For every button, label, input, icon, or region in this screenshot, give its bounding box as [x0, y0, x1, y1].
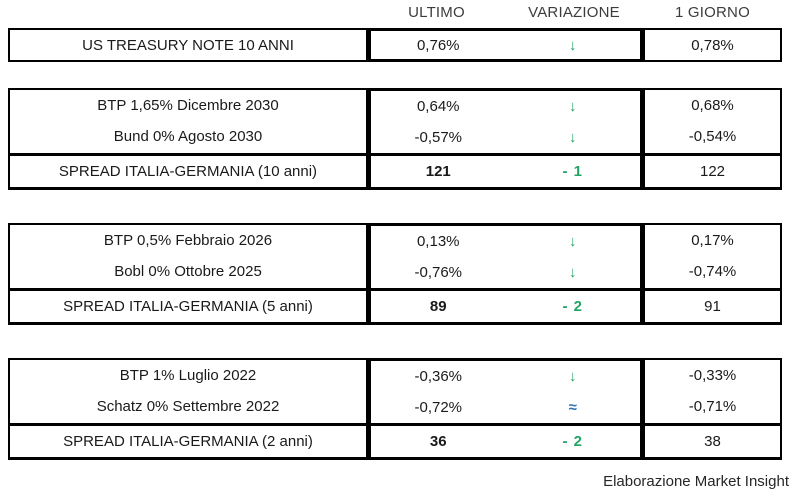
label-box: BTP 1% Luglio 2022 Schatz 0% Settembre 2… — [8, 358, 368, 460]
spread-ultimo-value: 121 — [425, 163, 451, 180]
instrument-label: BTP 0,5% Febbraio 2026 — [103, 232, 273, 250]
instrument-label: Bobl 0% Ottobre 2025 — [114, 263, 262, 281]
spread-giorno-value: 122 — [645, 152, 780, 187]
label-box: BTP 0,5% Febbraio 2026 Bobl 0% Ottobre 2… — [8, 223, 368, 325]
ultimo-value: 0,13% — [416, 233, 460, 250]
table-row: 0,13% ↓ — [371, 226, 640, 257]
instrument-label: BTP 1% Luglio 2022 — [119, 367, 257, 385]
giorno-box: 0,68% -0,54% 122 — [643, 88, 782, 190]
down-arrow-icon: ↓ — [569, 129, 577, 146]
ultimo-value: -0,76% — [414, 264, 463, 281]
spread-variazione-value: - 2 — [562, 433, 583, 450]
column-header-1-giorno: 1 GIORNO — [675, 4, 750, 21]
label-box: US TREASURY NOTE 10 ANNI — [8, 28, 368, 62]
instrument-label: Bund 0% Agosto 2030 — [113, 128, 263, 146]
instrument-label: US TREASURY NOTE 10 ANNI — [82, 36, 294, 54]
giorno-value: 0,17% — [691, 232, 734, 250]
ultimo-value: -0,36% — [414, 368, 463, 385]
column-header-variazione: VARIAZIONE — [528, 4, 620, 21]
giorno-value: 0,68% — [691, 97, 734, 115]
spread-ultimo-value: 89 — [429, 298, 447, 315]
section-10-anni: BTP 1,65% Dicembre 2030 Bund 0% Agosto 2… — [8, 88, 782, 190]
spread-giorno-value: 38 — [645, 422, 780, 457]
table-row: -0,76% ↓ — [371, 257, 640, 288]
spread-label: SPREAD ITALIA-GERMANIA (5 anni) — [10, 287, 366, 322]
section-2-anni: BTP 1% Luglio 2022 Schatz 0% Settembre 2… — [8, 358, 782, 460]
giorno-box: -0,33% -0,71% 38 — [643, 358, 782, 460]
down-arrow-icon: ↓ — [569, 233, 577, 250]
spread-label: SPREAD ITALIA-GERMANIA (10 anni) — [10, 152, 366, 187]
ultimo-variazione-box: 0,13% ↓ -0,76% ↓ 89 - 2 — [368, 223, 643, 325]
spread-variazione-value: - 2 — [562, 298, 583, 315]
column-header-ultimo: ULTIMO — [408, 4, 465, 21]
spread-label: SPREAD ITALIA-GERMANIA (2 anni) — [10, 422, 366, 457]
down-arrow-icon: ↓ — [569, 368, 577, 385]
giorno-value: -0,74% — [688, 263, 737, 281]
label-box: BTP 1,65% Dicembre 2030 Bund 0% Agosto 2… — [8, 88, 368, 190]
ultimo-variazione-box: 0,64% ↓ -0,57% ↓ 121 - 1 — [368, 88, 643, 190]
giorno-value: -0,71% — [688, 398, 737, 416]
column-headers: ULTIMO VARIAZIONE 1 GIORNO — [368, 4, 782, 21]
instrument-label: BTP 1,65% Dicembre 2030 — [97, 97, 279, 115]
table-row: -0,57% ↓ — [371, 122, 640, 153]
spread-ultimo-value: 36 — [429, 433, 447, 450]
spread-row: 36 - 2 — [371, 423, 640, 457]
table-row: 0,64% ↓ — [371, 91, 640, 122]
spread-giorno-value: 91 — [645, 287, 780, 322]
table-row: -0,36% ↓ — [371, 361, 640, 392]
section-us-treasury: US TREASURY NOTE 10 ANNI 0,76% ↓ 0,78% — [8, 28, 782, 62]
approx-equal-icon: ≈ — [568, 399, 577, 416]
ultimo-variazione-box: 0,76% ↓ — [368, 28, 643, 62]
ultimo-value: -0,72% — [414, 399, 463, 416]
table-row: -0,72% ≈ — [371, 392, 640, 423]
down-arrow-icon: ↓ — [569, 36, 577, 54]
giorno-box: 0,78% — [643, 28, 782, 62]
giorno-box: 0,17% -0,74% 91 — [643, 223, 782, 325]
ultimo-value: 0,76% — [416, 36, 460, 54]
ultimo-value: 0,64% — [416, 98, 460, 115]
section-5-anni: BTP 0,5% Febbraio 2026 Bobl 0% Ottobre 2… — [8, 223, 782, 325]
giorno-value: -0,33% — [688, 367, 737, 385]
spread-variazione-value: - 1 — [562, 163, 583, 180]
source-credit: Elaborazione Market Insight — [603, 473, 789, 490]
ultimo-value: -0,57% — [414, 129, 463, 146]
giorno-value: -0,54% — [688, 128, 737, 146]
down-arrow-icon: ↓ — [569, 264, 577, 281]
ultimo-variazione-box: -0,36% ↓ -0,72% ≈ 36 - 2 — [368, 358, 643, 460]
down-arrow-icon: ↓ — [569, 98, 577, 115]
giorno-value: 0,78% — [691, 36, 734, 54]
instrument-label: Schatz 0% Settembre 2022 — [96, 398, 280, 416]
spread-row: 121 - 1 — [371, 153, 640, 187]
table-row: 0,76% ↓ — [371, 31, 640, 59]
spread-row: 89 - 2 — [371, 288, 640, 322]
